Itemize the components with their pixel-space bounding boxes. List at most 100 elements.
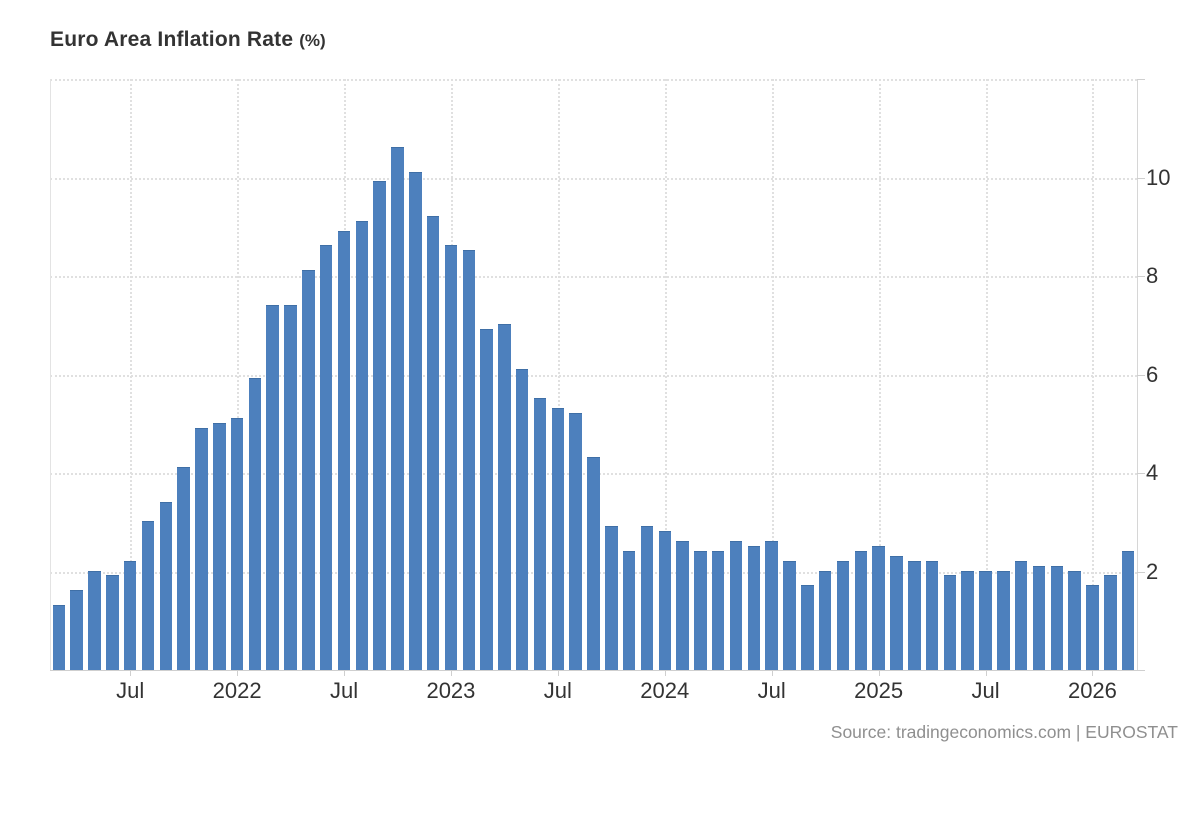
bar-2024-04[interactable] — [711, 550, 725, 670]
bar-2021-05[interactable] — [88, 570, 101, 670]
v-gridline-jul — [771, 79, 774, 670]
bar-2025-04[interactable] — [925, 560, 939, 670]
bar-2025-05[interactable] — [943, 575, 957, 670]
bar-2023-08[interactable] — [569, 412, 582, 670]
bar-2023-11[interactable] — [622, 550, 636, 670]
bar-2021-08[interactable] — [141, 521, 155, 670]
left-axis-line — [50, 79, 51, 670]
bar-2023-03[interactable] — [480, 329, 493, 670]
bar-2021-10[interactable] — [177, 467, 190, 670]
bar-2022-07[interactable] — [337, 230, 351, 670]
bar-2025-08[interactable] — [997, 570, 1010, 670]
bar-2025-12[interactable] — [1068, 570, 1081, 670]
bar-2021-03[interactable] — [52, 604, 66, 670]
y-tick-4 — [1137, 473, 1145, 474]
bar-2025-03[interactable] — [908, 560, 921, 670]
h-gridline-8 — [50, 276, 1137, 278]
bottom-axis-line — [50, 670, 1145, 671]
bar-2023-01[interactable] — [444, 245, 458, 670]
v-gridline-jul — [985, 79, 988, 670]
y-tick-6 — [1137, 374, 1145, 376]
x-tick-2024 — [664, 670, 666, 676]
h-gridline-12 — [50, 79, 1137, 81]
bar-2022-06[interactable] — [319, 245, 333, 670]
x-tick-2023 — [450, 670, 452, 676]
bar-2022-03[interactable] — [266, 304, 279, 670]
y-tick-12 — [1137, 79, 1145, 80]
bar-2024-07[interactable] — [765, 540, 778, 670]
bar-2022-11[interactable] — [409, 171, 422, 670]
bar-2025-02[interactable] — [890, 555, 903, 670]
x-axis-label-2022: 2022 — [212, 678, 262, 703]
y-axis-label-10: 10 — [1146, 164, 1171, 190]
bar-2023-12[interactable] — [640, 526, 654, 670]
x-tick-jul — [771, 670, 773, 676]
bar-2022-01[interactable] — [230, 417, 244, 670]
plot-area: 2 4 6 8 10 Jul 2022 Jul 2023 Jul 2024 Jul 2025 Jul 202… — [50, 79, 1170, 702]
bar-2026-03[interactable] — [1121, 550, 1135, 670]
bar-2022-04[interactable] — [284, 304, 297, 670]
bar-2025-09[interactable] — [1014, 560, 1028, 670]
bar-2024-09[interactable] — [801, 585, 814, 670]
bar-2025-07[interactable] — [979, 570, 992, 670]
bar-2022-08[interactable] — [355, 220, 369, 670]
bar-2022-10[interactable] — [391, 146, 404, 670]
bar-2023-09[interactable] — [587, 457, 600, 670]
y-tick-10 — [1137, 177, 1145, 179]
bar-2026-01[interactable] — [1086, 585, 1099, 670]
x-tick-2022 — [237, 670, 239, 676]
bar-2021-11[interactable] — [195, 427, 208, 670]
y-tick-8 — [1137, 276, 1145, 277]
bar-2023-02[interactable] — [462, 250, 475, 670]
v-gridline-2024 — [664, 79, 667, 670]
x-tick-jul — [985, 670, 987, 676]
y-axis-label-8: 8 — [1146, 263, 1159, 288]
v-gridline-jul — [557, 79, 560, 670]
x-tick-jul — [130, 670, 132, 676]
bar-2024-08[interactable] — [783, 560, 796, 670]
bar-2021-06[interactable] — [106, 575, 119, 670]
bar-2021-07[interactable] — [123, 560, 137, 670]
bar-2024-06[interactable] — [747, 545, 761, 670]
bar-2024-01[interactable] — [658, 531, 672, 670]
bar-2021-12[interactable] — [213, 422, 226, 670]
bar-2024-10[interactable] — [818, 570, 832, 670]
bar-2023-10[interactable] — [605, 526, 618, 670]
y-axis-label-4: 4 — [1146, 460, 1159, 485]
x-axis-label-jul: Jul — [757, 678, 786, 703]
bar-2021-04[interactable] — [70, 590, 83, 670]
bar-2022-09[interactable] — [373, 181, 386, 670]
bar-2024-11[interactable] — [836, 560, 850, 670]
v-gridline-2025 — [878, 79, 881, 670]
x-axis-label-jul: Jul — [116, 678, 145, 703]
source-attribution: Source: tradingeconomics.com | EUROSTAT — [830, 722, 1178, 742]
bar-2024-12[interactable] — [854, 550, 868, 670]
v-gridline-2022 — [237, 79, 240, 670]
bar-2025-11[interactable] — [1050, 565, 1064, 670]
bar-2023-06[interactable] — [533, 398, 547, 670]
h-gridline-6 — [50, 374, 1137, 377]
bar-2023-04[interactable] — [498, 324, 511, 670]
bar-2023-07[interactable] — [551, 407, 565, 670]
bar-2025-10[interactable] — [1032, 565, 1046, 670]
bar-2022-12[interactable] — [426, 215, 440, 670]
h-gridline-10 — [50, 177, 1137, 180]
y-tick-2 — [1137, 571, 1145, 573]
bar-2021-09[interactable] — [159, 501, 173, 670]
y-axis-label-6: 6 — [1146, 361, 1159, 387]
bar-2022-05[interactable] — [302, 270, 315, 670]
x-axis-label-jul: Jul — [971, 678, 1000, 703]
x-axis-label-2025: 2025 — [854, 678, 904, 703]
bar-2022-02[interactable] — [248, 378, 262, 670]
bar-2023-05[interactable] — [515, 368, 529, 670]
bar-2024-03[interactable] — [694, 550, 707, 670]
x-axis-label-2024: 2024 — [640, 678, 690, 703]
bar-2026-02[interactable] — [1104, 575, 1117, 670]
chart-title-text: Euro Area Inflation Rate — [50, 28, 294, 51]
bar-2025-01[interactable] — [872, 545, 885, 670]
bar-2025-06[interactable] — [961, 570, 974, 670]
bar-2024-05[interactable] — [729, 540, 743, 670]
x-tick-jul — [344, 670, 346, 676]
bar-2024-02[interactable] — [676, 540, 689, 670]
